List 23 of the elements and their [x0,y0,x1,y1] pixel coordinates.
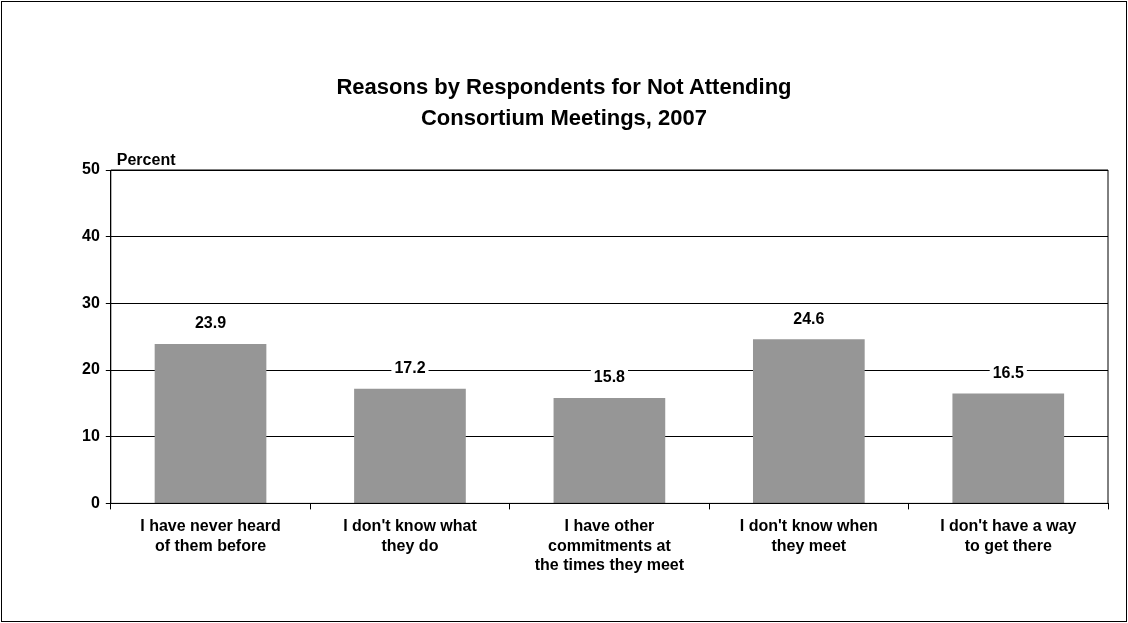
y-tick-label: 20 [82,360,100,378]
bar [553,398,666,503]
bar [753,339,865,503]
y-tick-label: 10 [82,427,100,445]
data-label: 16.5 [992,363,1024,381]
x-tick-label: I don't have a way to get there [940,517,1077,554]
bar [952,393,1065,503]
bar [354,388,466,503]
data-label: 17.2 [394,359,426,377]
x-tick-label: I have other commitments at the times they meet [534,517,685,573]
chart-title: Reasons by Respondents for Not Attending Consortium Meetings, 2007 [335,73,793,132]
data-label: 24.6 [793,309,825,327]
x-tick-label: I have never heard of them before [140,517,281,554]
y-tick-label: 30 [82,293,100,311]
y-tick-label: 0 [90,493,100,511]
x-tick-label: I don't know when they meet [739,517,878,554]
y-axis-title: Percent [116,151,177,169]
data-label: 23.9 [194,314,227,332]
bar [154,344,267,503]
x-tick-label: I don't know what they do [343,517,478,554]
y-tick-label: 50 [82,160,100,178]
y-tick-label: 40 [82,227,100,245]
data-label: 15.8 [593,368,626,386]
